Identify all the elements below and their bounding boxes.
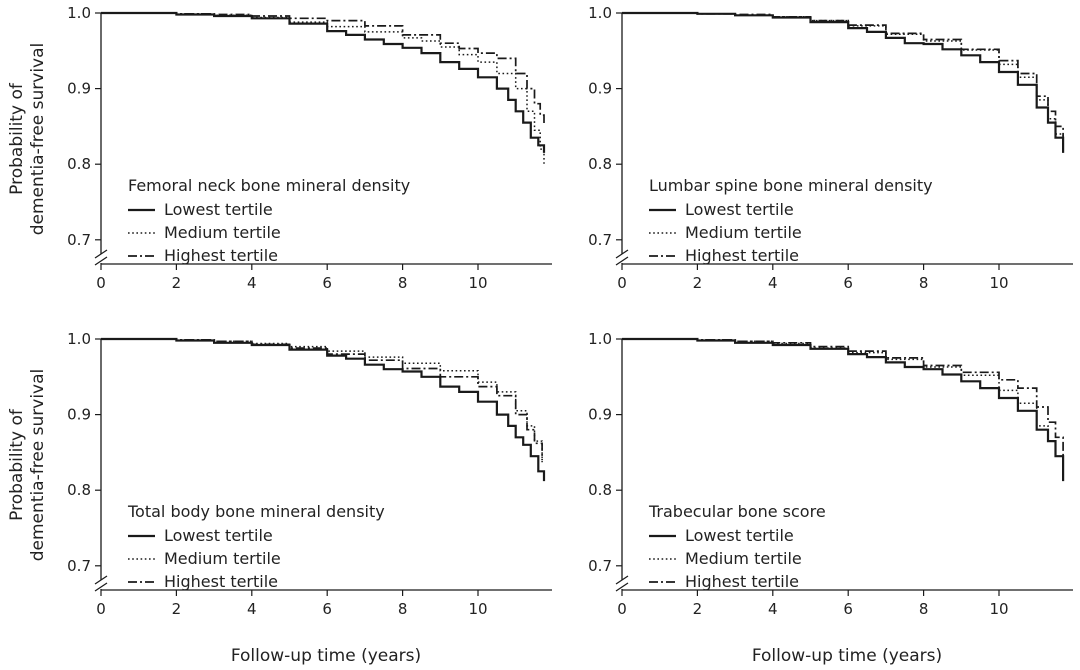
y-tick-label: 0.9	[588, 80, 612, 98]
axis-break-mark	[615, 582, 629, 592]
y-axis-title-bottom-line1: Probability of	[7, 408, 27, 521]
y-tick-label: 1.0	[588, 330, 612, 348]
series-line-dashdot	[622, 12, 1064, 146]
legend-title: Femoral neck bone mineral density	[128, 176, 410, 195]
series-line-dotted	[101, 338, 543, 464]
legend-label: Highest tertile	[164, 572, 278, 591]
x-tick-label: 6	[843, 600, 853, 618]
series-line-solid	[622, 11, 1065, 153]
y-tick-label: 0.9	[588, 406, 612, 424]
series-line-solid	[101, 337, 546, 482]
x-tick-label: 2	[172, 600, 182, 618]
series-line-solid	[101, 11, 546, 153]
x-tick-label: 0	[96, 274, 106, 292]
y-tick-label: 0.9	[67, 80, 91, 98]
y-axis-title-top-line2: dementia-free survival	[28, 43, 48, 236]
y-tick-label: 0.8	[588, 155, 612, 173]
series-line-dotted	[622, 338, 1064, 476]
x-tick-label: 6	[322, 600, 332, 618]
y-tick-label: 0.8	[67, 481, 91, 499]
axis-break-mark	[94, 582, 108, 592]
axis-break-mark	[94, 256, 108, 266]
series-line-dotted	[622, 12, 1064, 150]
x-tick-label: 2	[172, 274, 182, 292]
y-tick-label: 1.0	[588, 4, 612, 22]
x-tick-label: 4	[768, 600, 778, 618]
y-tick-label: 0.7	[67, 231, 91, 249]
legend-title: Total body bone mineral density	[127, 502, 385, 521]
y-tick-label: 1.0	[67, 4, 91, 22]
x-tick-label: 0	[617, 274, 627, 292]
y-tick-label: 0.7	[67, 557, 91, 575]
x-tick-label: 0	[617, 600, 627, 618]
x-tick-label: 8	[919, 274, 929, 292]
legend-title: Lumbar spine bone mineral density	[649, 176, 933, 195]
y-tick-label: 0.8	[588, 481, 612, 499]
x-tick-label: 8	[398, 600, 408, 618]
x-axis-title-left: Follow-up time (years)	[231, 646, 421, 666]
legend-label: Medium tertile	[685, 549, 802, 568]
axis-break-mark	[615, 249, 629, 259]
axis-break-mark	[615, 575, 629, 585]
x-tick-label: 2	[693, 274, 703, 292]
legend-label: Medium tertile	[164, 549, 281, 568]
y-tick-label: 0.9	[67, 406, 91, 424]
legend-label: Highest tertile	[164, 246, 278, 265]
x-tick-label: 10	[468, 274, 487, 292]
x-tick-label: 6	[322, 274, 332, 292]
x-tick-label: 0	[96, 600, 106, 618]
x-tick-label: 8	[919, 600, 929, 618]
x-axis-title-right: Follow-up time (years)	[752, 646, 942, 666]
legend-title: Trabecular bone score	[648, 502, 826, 521]
y-tick-label: 0.7	[588, 231, 612, 249]
series-line-dashdot	[101, 338, 543, 460]
series-line-dotted	[101, 12, 545, 165]
x-tick-label: 10	[989, 600, 1008, 618]
legend-label: Medium tertile	[685, 223, 802, 242]
legend-label: Lowest tertile	[164, 200, 273, 219]
x-tick-label: 6	[843, 274, 853, 292]
x-tick-label: 2	[693, 600, 703, 618]
series-line-dashdot	[101, 12, 545, 125]
axis-break-mark	[94, 575, 108, 585]
x-tick-label: 10	[468, 600, 487, 618]
x-tick-label: 8	[398, 274, 408, 292]
series-line-dashdot	[622, 338, 1064, 457]
legend-label: Lowest tertile	[164, 526, 273, 545]
y-tick-label: 1.0	[67, 330, 91, 348]
axis-break-mark	[615, 256, 629, 266]
legend-label: Lowest tertile	[685, 200, 794, 219]
x-tick-label: 10	[989, 274, 1008, 292]
legend-label: Lowest tertile	[685, 526, 794, 545]
y-tick-label: 0.8	[67, 155, 91, 173]
y-tick-label: 0.7	[588, 557, 612, 575]
legend-label: Highest tertile	[685, 572, 799, 591]
y-axis-title-top-line1: Probability of	[7, 82, 27, 195]
x-tick-label: 4	[768, 274, 778, 292]
axis-break-mark	[94, 249, 108, 259]
x-tick-label: 4	[247, 600, 257, 618]
legend-label: Highest tertile	[685, 246, 799, 265]
legend-label: Medium tertile	[164, 223, 281, 242]
y-axis-title-bottom-line2: dementia-free survival	[28, 369, 48, 562]
x-tick-label: 4	[247, 274, 257, 292]
series-line-solid	[622, 337, 1065, 482]
